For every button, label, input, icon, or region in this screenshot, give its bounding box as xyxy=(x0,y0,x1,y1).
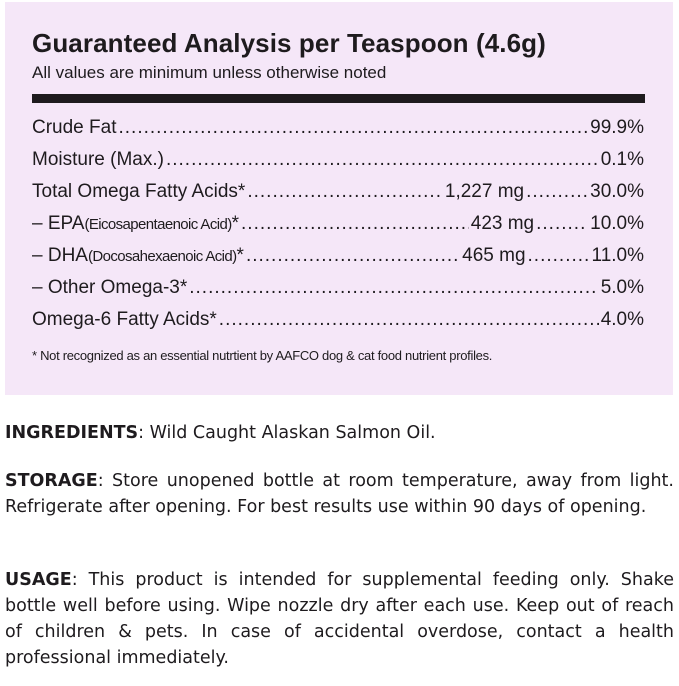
analysis-table: Crude Fat 99.9% Moisture (Max.) 0.1% Total O… xyxy=(32,117,644,341)
dot-leader xyxy=(189,277,598,299)
dot-leader xyxy=(118,117,588,139)
nutrient-detail: (Docosahexaenoic Acid) xyxy=(87,248,237,265)
nutrient-amount: 465 mg xyxy=(462,245,526,266)
nutrient-percent: 5.0% xyxy=(600,277,644,298)
nutrient-name: – EPA xyxy=(32,213,85,234)
analysis-row: – EPA (Eicosapentaenoic Acid)* 423 mg 10.0… xyxy=(32,213,644,245)
nutrient-detail: (Eicosapentaenoic Acid) xyxy=(84,216,232,233)
dot-leader xyxy=(241,213,469,235)
nutrient-percent: 11.0% xyxy=(591,245,644,266)
nutrient-percent: 10.0% xyxy=(590,213,644,234)
divider-bar xyxy=(32,94,645,103)
analysis-row: – Other Omega-3* 5.0% xyxy=(32,277,644,309)
storage-label: STORAGE xyxy=(5,471,98,491)
ingredients-label: INGREDIENTS xyxy=(5,423,139,443)
analysis-row: – DHA (Docosahexaenoic Acid)* 465 mg 11.0% xyxy=(32,245,644,277)
dot-leader xyxy=(536,213,588,235)
usage-section: USAGE: This product is intended for supp… xyxy=(5,567,674,671)
nutrient-percent: 99.9% xyxy=(590,117,644,138)
nutrient-name: Moisture (Max.) xyxy=(32,149,164,170)
dot-leader xyxy=(166,149,599,171)
dot-leader xyxy=(528,245,590,267)
nutrient-percent: 4.0% xyxy=(600,309,644,330)
ingredients-section: INGREDIENTS: Wild Caught Alaskan Salmon … xyxy=(5,420,674,446)
analysis-row: Moisture (Max.) 0.1% xyxy=(32,149,644,181)
nutrient-percent: 30.0% xyxy=(590,181,644,202)
analysis-row: Total Omega Fatty Acids* 1,227 mg 30.0% xyxy=(32,181,644,213)
dot-leader xyxy=(247,181,443,203)
nutrient-asterisk: * xyxy=(236,245,244,266)
dot-leader xyxy=(219,309,599,331)
ingredients-text: : Wild Caught Alaskan Salmon Oil. xyxy=(138,423,436,443)
analysis-row: Crude Fat 99.9% xyxy=(32,117,644,149)
analysis-title: Guaranteed Analysis per Teaspoon (4.6g) xyxy=(32,28,546,58)
nutrient-percent: 0.1% xyxy=(600,149,644,170)
nutrient-name: – Other Omega-3* xyxy=(32,277,188,298)
storage-text: : Store unopened bottle at room temperat… xyxy=(5,471,674,517)
usage-label: USAGE xyxy=(5,570,72,590)
nutrient-name: Crude Fat xyxy=(32,117,117,138)
dot-leader xyxy=(246,245,460,267)
analysis-row: Omega-6 Fatty Acids* 4.0% xyxy=(32,309,644,341)
analysis-subtitle: All values are minimum unless otherwise … xyxy=(32,63,387,82)
nutrient-name: – DHA xyxy=(32,245,88,266)
nutrient-name: Total Omega Fatty Acids* xyxy=(32,181,246,202)
storage-section: STORAGE: Store unopened bottle at room t… xyxy=(5,468,674,520)
nutrient-amount: 1,227 mg xyxy=(444,181,525,202)
nutrient-name: Omega-6 Fatty Acids* xyxy=(32,309,217,330)
nutrient-amount: 423 mg xyxy=(470,213,535,234)
usage-text: : This product is intended for supplemen… xyxy=(5,570,674,668)
dot-leader xyxy=(526,181,588,203)
footnote: * Not recognized as an essential nutrtie… xyxy=(32,348,493,363)
nutrient-asterisk: * xyxy=(231,213,240,234)
